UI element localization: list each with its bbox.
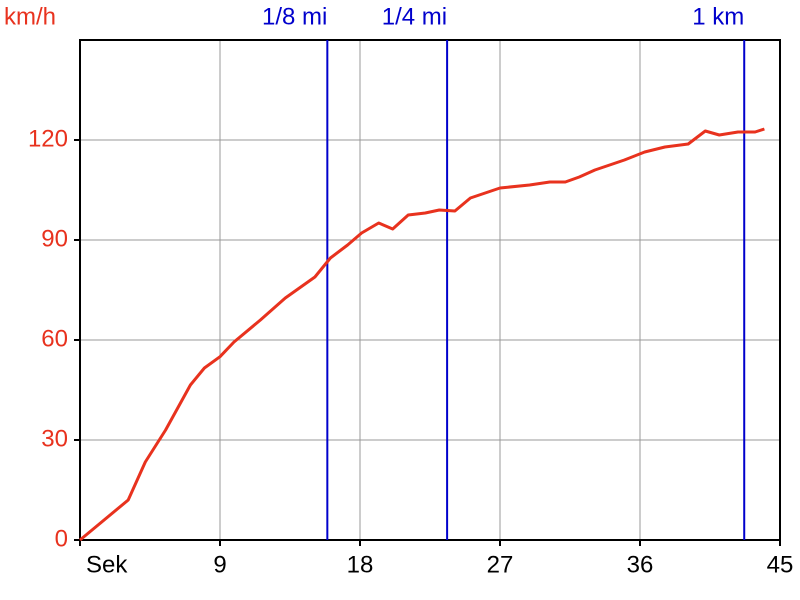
y-tick-label: 30 [41, 425, 68, 452]
y-tick-label: 90 [41, 225, 68, 252]
distance-marker-label: 1 km [692, 3, 744, 30]
x-tick-label: 18 [347, 551, 374, 578]
y-tick-label: 0 [55, 525, 68, 552]
x-tick-label: 9 [213, 551, 226, 578]
x-tick-label: 36 [627, 551, 654, 578]
plot-frame [79, 39, 781, 541]
distance-marker-label: 1/4 mi [382, 3, 447, 30]
distance-marker-label: 1/8 mi [262, 3, 327, 30]
x-tick-label: 45 [767, 551, 794, 578]
speed-line [79, 127, 765, 542]
y-tick-label: 120 [28, 125, 68, 152]
x-tick-label: Sek [86, 551, 128, 578]
x-tick-label: 27 [487, 551, 514, 578]
y-axis-label: km/h [4, 3, 56, 30]
y-tick-label: 60 [41, 325, 68, 352]
